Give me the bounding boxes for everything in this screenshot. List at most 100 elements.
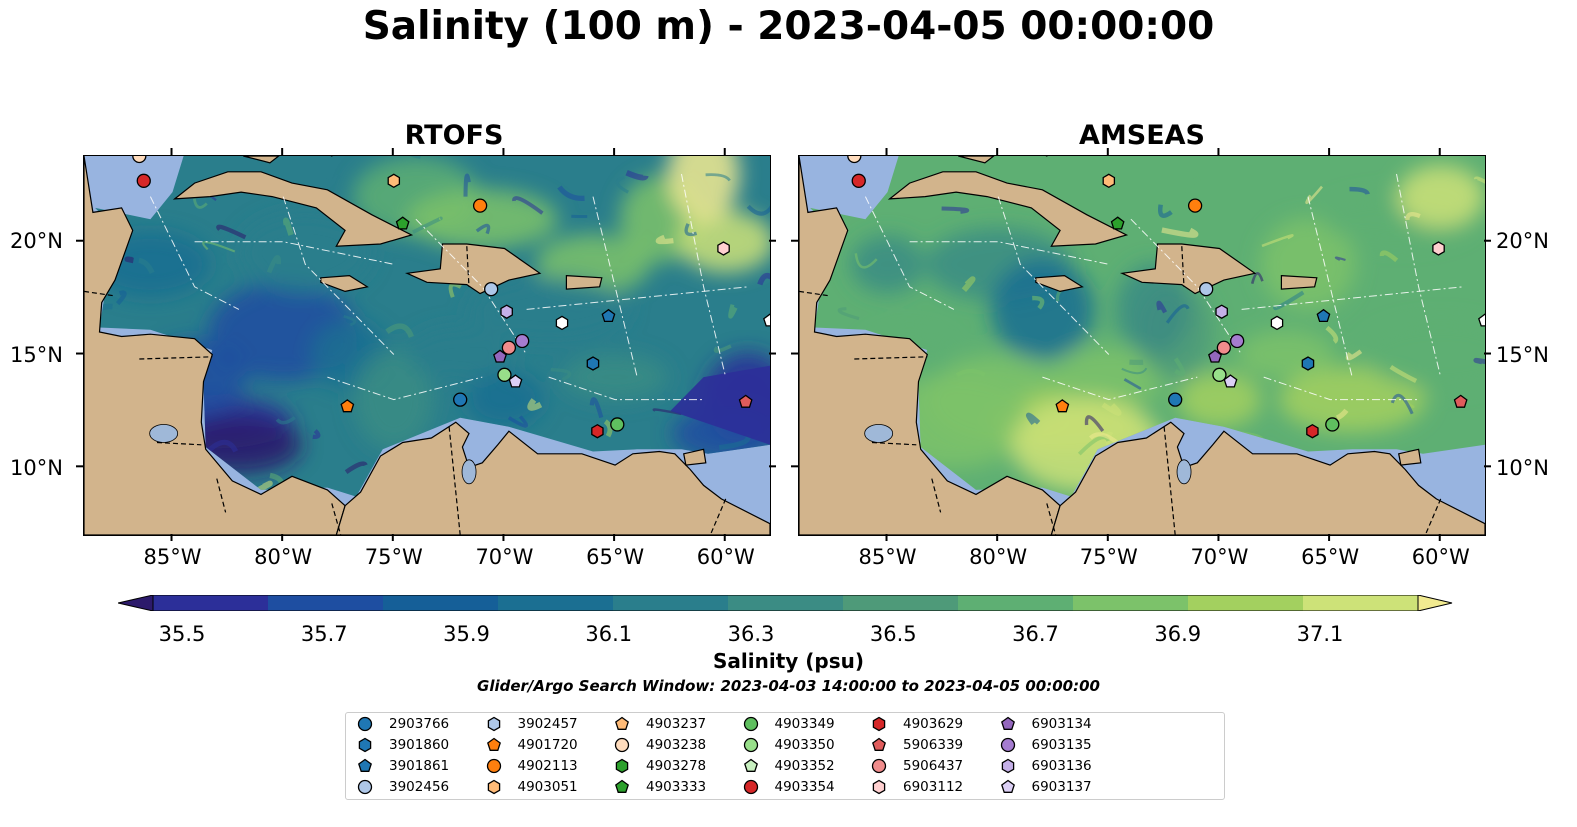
float-3901861-amseas[interactable] — [1316, 308, 1331, 323]
circle-marker-icon[interactable] — [743, 716, 758, 732]
float-4903238-amseas[interactable] — [847, 156, 862, 164]
legend-item-6903135[interactable]: 6903135 — [999, 735, 1092, 755]
hexagon-marker-icon[interactable] — [487, 779, 500, 795]
map-panel-rtofs[interactable] — [83, 155, 771, 536]
circle-marker-icon[interactable] — [743, 737, 758, 753]
float-3902456-rtofs[interactable] — [484, 281, 499, 297]
legend-item-2903766[interactable]: 2903766 — [356, 714, 449, 734]
hexagon-marker-icon[interactable] — [487, 716, 500, 732]
float-marker-19-rtofs[interactable] — [555, 315, 569, 331]
pentagon-marker-icon[interactable] — [1000, 779, 1015, 793]
float-4901720-rtofs[interactable] — [340, 399, 355, 413]
float-5906437-rtofs[interactable] — [501, 340, 517, 355]
legend-item-6903112[interactable]: 6903112 — [870, 777, 963, 797]
float-4903238-rtofs[interactable] — [132, 156, 147, 164]
float-4903349-rtofs[interactable] — [610, 417, 625, 432]
float-6903135-amseas[interactable] — [1230, 333, 1245, 349]
float-6903137-rtofs[interactable] — [508, 374, 523, 388]
float-4903354-amseas[interactable] — [851, 173, 866, 188]
hexagon-marker-icon[interactable] — [1001, 758, 1014, 774]
hexagon-marker-icon[interactable] — [872, 716, 886, 732]
legend-item-3901860[interactable]: 3901860 — [356, 735, 449, 755]
pentagon-marker-icon[interactable] — [358, 758, 372, 772]
circle-marker-icon[interactable] — [743, 779, 758, 795]
lat-label-10n-left: 10°N — [10, 456, 63, 480]
float-3901860-rtofs[interactable] — [586, 356, 600, 371]
lon-label-65W-panel0: 65°W — [586, 545, 645, 569]
float-6903135-rtofs[interactable] — [515, 333, 530, 349]
hexagon-marker-icon[interactable] — [358, 737, 372, 753]
float-4903333-rtofs[interactable] — [395, 216, 410, 230]
float-3901861-rtofs[interactable] — [601, 308, 616, 323]
legend-label: 3902457 — [517, 716, 578, 732]
float-6903137-amseas[interactable] — [1223, 374, 1238, 388]
float-4903350-amseas[interactable] — [1212, 367, 1227, 382]
legend-item-6903136[interactable]: 6903136 — [999, 756, 1092, 776]
float-5906339-amseas[interactable] — [1453, 394, 1468, 408]
legend-item-3902457[interactable]: 3902457 — [485, 714, 578, 734]
float-6903134-rtofs[interactable] — [493, 349, 507, 363]
legend-item-4903278[interactable]: 4903278 — [613, 756, 706, 776]
circle-marker-icon[interactable] — [486, 758, 501, 774]
circle-marker-icon[interactable] — [1000, 737, 1015, 753]
float-4903629-amseas[interactable] — [1306, 423, 1319, 439]
float-6903136-amseas[interactable] — [1215, 304, 1228, 319]
float-4903350-rtofs[interactable] — [497, 367, 512, 382]
float-4903333-amseas[interactable] — [1110, 216, 1125, 230]
float-4903349-amseas[interactable] — [1325, 417, 1340, 432]
hexagon-marker-icon[interactable] — [872, 779, 886, 795]
pentagon-marker-icon[interactable] — [1000, 716, 1015, 730]
circle-marker-icon[interactable] — [614, 737, 630, 753]
legend-item-4903350[interactable]: 4903350 — [742, 735, 835, 755]
float-marker-21-rtofs[interactable] — [453, 392, 468, 407]
pentagon-marker-icon[interactable] — [615, 716, 629, 730]
circle-marker-icon[interactable] — [357, 716, 373, 732]
float-4903051-rtofs[interactable] — [387, 173, 401, 189]
circle-marker-icon[interactable] — [871, 758, 887, 774]
float-4902113-rtofs[interactable] — [472, 198, 488, 213]
float-marker-20-rtofs[interactable] — [763, 313, 770, 327]
float-marker-21-amseas[interactable] — [1168, 392, 1183, 407]
legend-item-4903238[interactable]: 4903238 — [613, 735, 706, 755]
colorbar-label: Salinity (psu) — [712, 649, 864, 673]
legend-item-6903134[interactable]: 6903134 — [999, 714, 1092, 734]
pentagon-marker-icon[interactable] — [486, 737, 501, 751]
pentagon-marker-icon[interactable] — [615, 779, 629, 793]
legend-item-4901720[interactable]: 4901720 — [485, 735, 578, 755]
legend-item-5906437[interactable]: 5906437 — [870, 756, 963, 776]
float-3902456-amseas[interactable] — [1199, 281, 1214, 297]
legend-item-4902113[interactable]: 4902113 — [485, 756, 578, 776]
legend-item-4903629[interactable]: 4903629 — [870, 714, 963, 734]
float-4903629-rtofs[interactable] — [591, 423, 604, 439]
float-4902113-amseas[interactable] — [1187, 198, 1203, 213]
legend-item-4903051[interactable]: 4903051 — [485, 777, 578, 797]
float-5906339-rtofs[interactable] — [738, 394, 753, 408]
circle-marker-icon[interactable] — [357, 779, 373, 795]
legend-item-3901861[interactable]: 3901861 — [356, 756, 449, 776]
legend-item-4903349[interactable]: 4903349 — [742, 714, 835, 734]
float-5906437-amseas[interactable] — [1216, 340, 1232, 355]
legend-item-4903333[interactable]: 4903333 — [613, 777, 706, 797]
float-4903051-amseas[interactable] — [1102, 173, 1116, 189]
map-panel-amseas[interactable] — [798, 155, 1486, 536]
legend-item-6903137[interactable]: 6903137 — [999, 777, 1092, 797]
float-4903354-rtofs[interactable] — [136, 173, 151, 188]
float-6903112-amseas[interactable] — [1432, 241, 1445, 256]
float-marker-20-amseas[interactable] — [1478, 313, 1485, 327]
legend-label: 4901720 — [517, 737, 578, 753]
pentagon-marker-icon[interactable] — [743, 758, 758, 772]
float-marker-19-amseas[interactable] — [1270, 315, 1284, 331]
float-6903112-rtofs[interactable] — [717, 241, 730, 256]
legend-item-3902456[interactable]: 3902456 — [356, 777, 449, 797]
pentagon-marker-icon[interactable] — [872, 737, 886, 751]
float-6903136-rtofs[interactable] — [500, 304, 513, 319]
legend-item-5906339[interactable]: 5906339 — [870, 735, 963, 755]
lon-label-60W-panel0: 60°W — [696, 545, 755, 569]
legend-item-4903237[interactable]: 4903237 — [613, 714, 706, 734]
hexagon-marker-icon[interactable] — [615, 758, 629, 774]
float-3901860-amseas[interactable] — [1301, 356, 1315, 371]
float-4901720-amseas[interactable] — [1055, 399, 1070, 413]
float-6903134-amseas[interactable] — [1208, 349, 1222, 363]
legend-item-4903354[interactable]: 4903354 — [742, 777, 835, 797]
legend-item-4903352[interactable]: 4903352 — [742, 756, 835, 776]
